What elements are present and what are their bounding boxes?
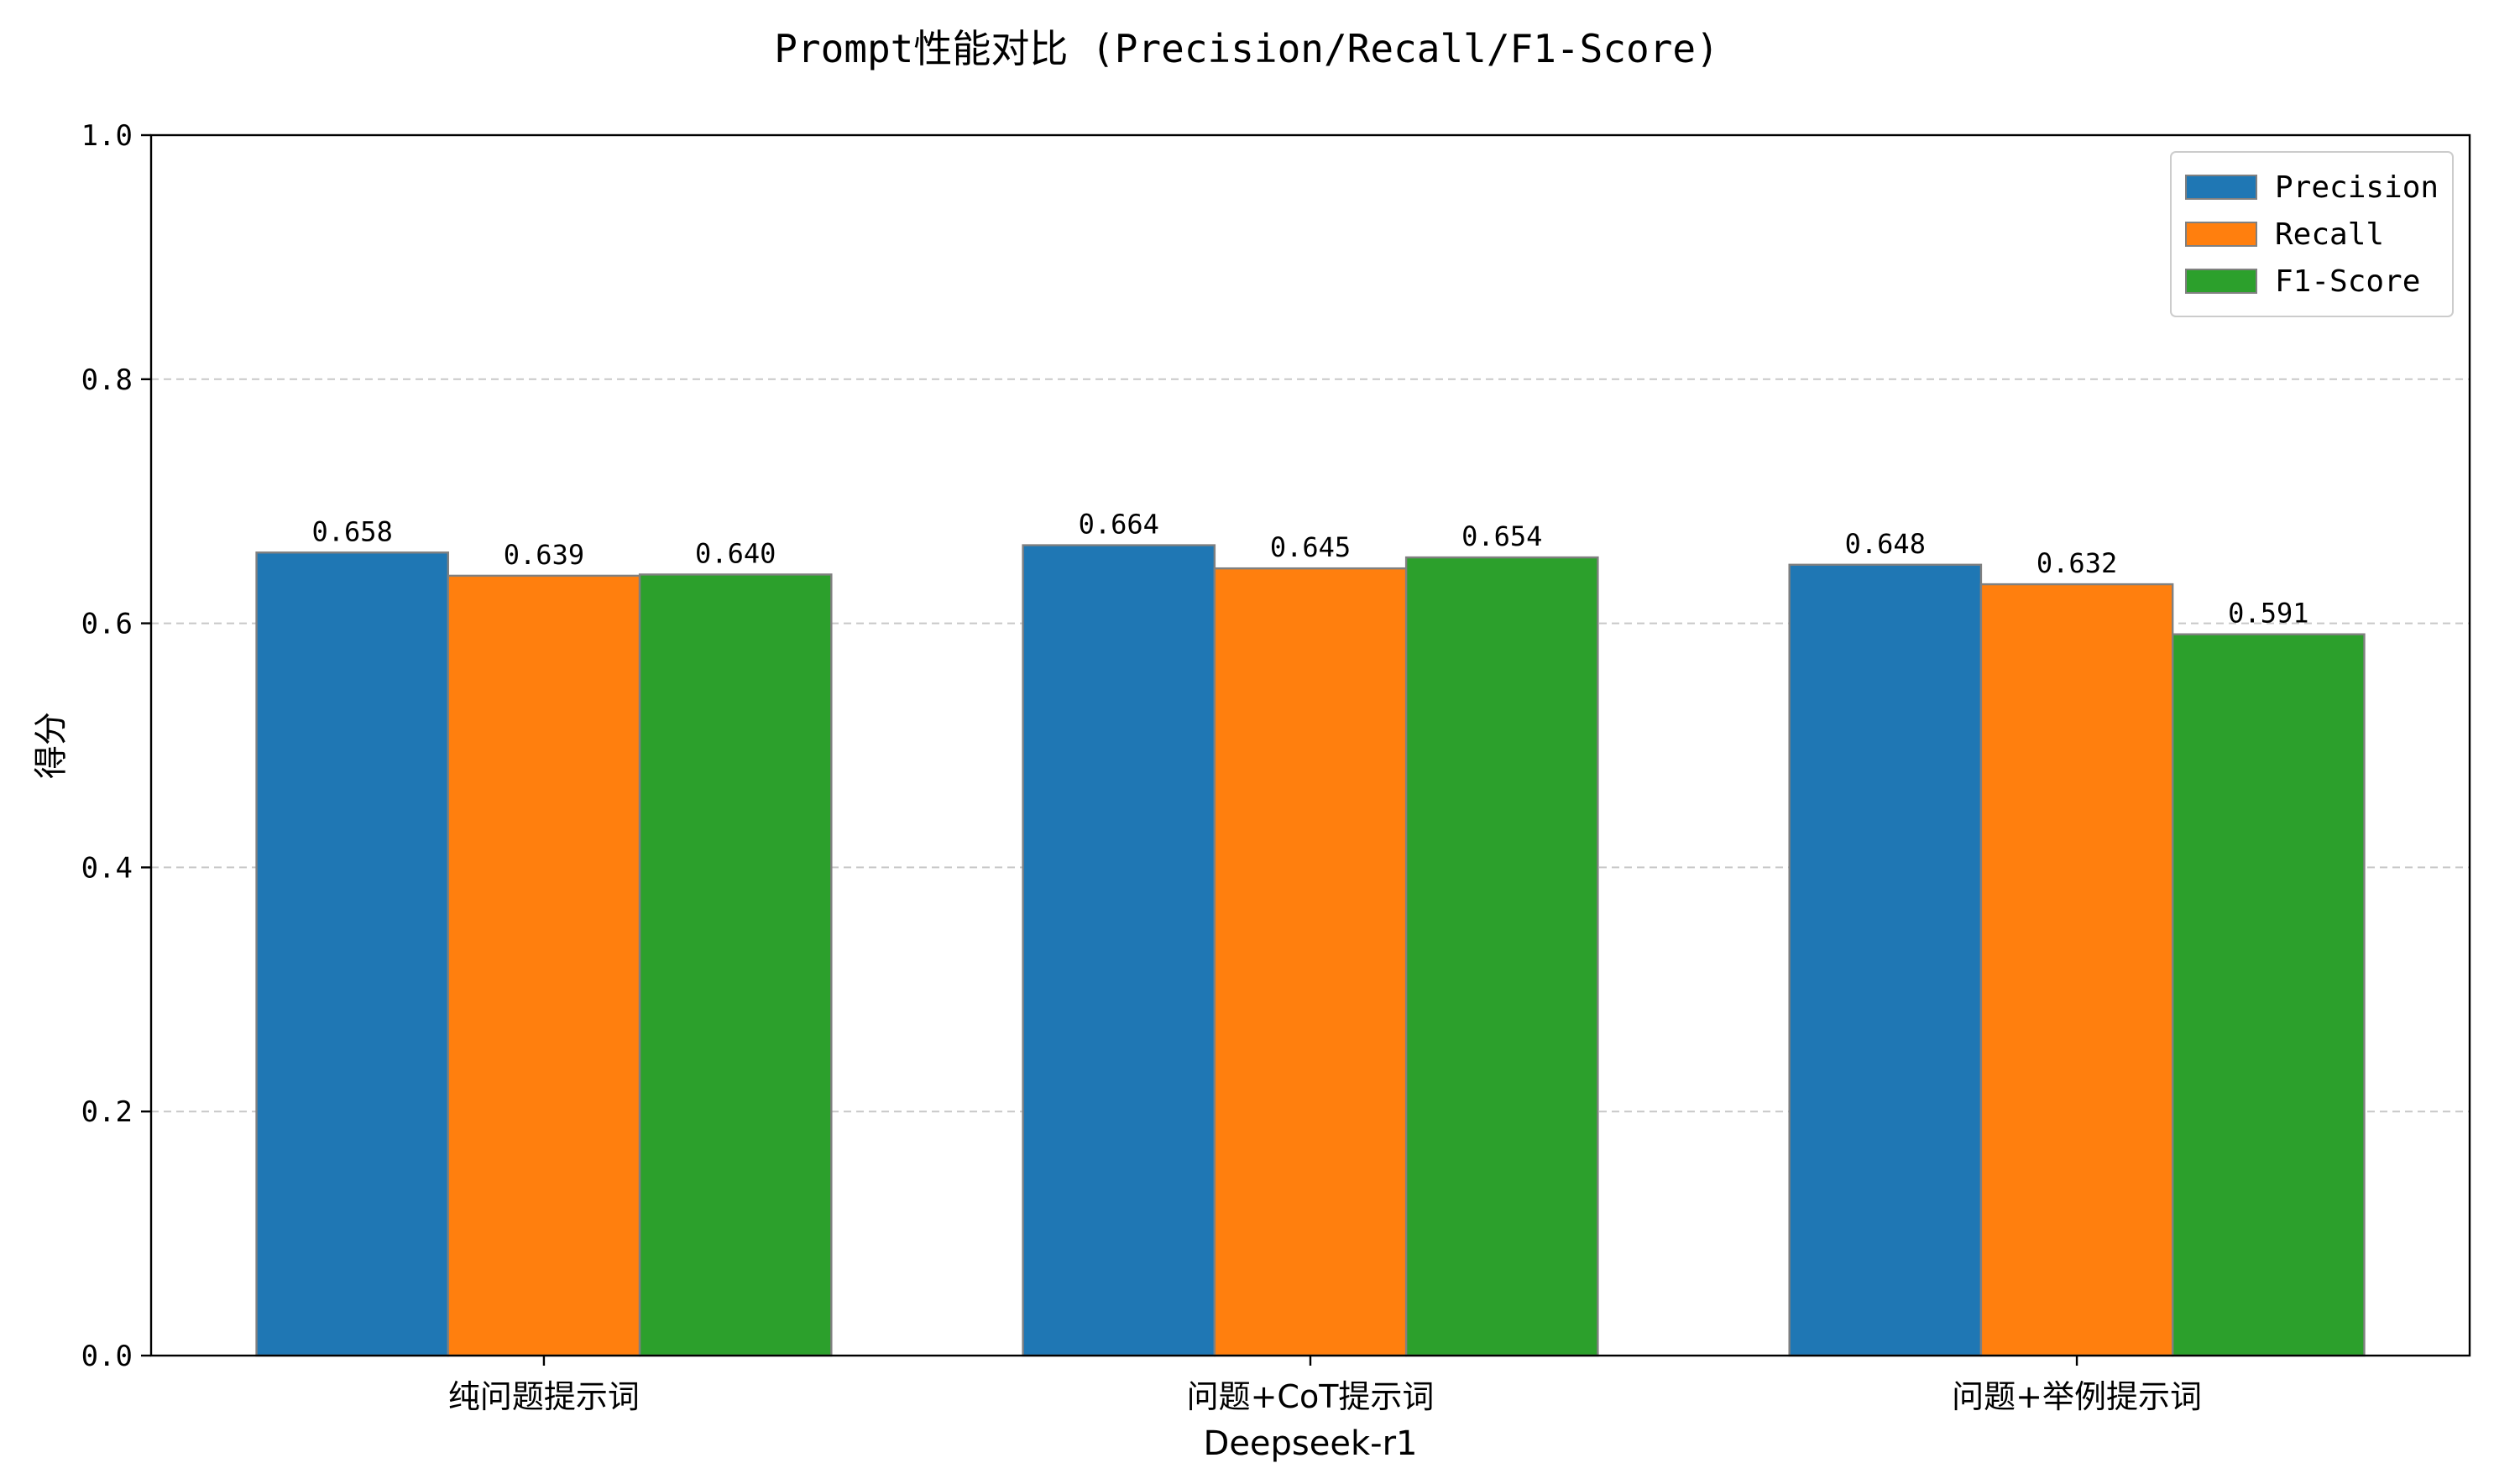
value-labels-layer: 0.658 0.639 0.640 0.664 0.645 0.654 0.648 0.632… bbox=[312, 509, 2309, 630]
y-axis-title: 得分 bbox=[32, 712, 71, 779]
value-label: 0.632 bbox=[2037, 547, 2117, 579]
legend-label: F1-Score bbox=[2275, 264, 2420, 299]
y-tick-label: 0.4 bbox=[81, 851, 133, 885]
x-axis-title: Deepseek-r1 bbox=[1204, 1424, 1418, 1463]
bars-layer bbox=[255, 544, 2366, 1357]
legend-swatch bbox=[2185, 222, 2257, 247]
bar-f1-score-0 bbox=[638, 573, 833, 1357]
legend-label: Recall bbox=[2275, 217, 2384, 252]
x-axis: 纯问题提示词 问题+CoT提示词 问题+举例提示词 bbox=[448, 1356, 2202, 1415]
value-label: 0.658 bbox=[312, 515, 393, 547]
value-label: 0.648 bbox=[1845, 528, 1926, 560]
y-axis: 0.0 0.2 0.4 0.6 0.8 1.0 bbox=[81, 119, 151, 1373]
y-tick-label: 0.0 bbox=[81, 1340, 133, 1373]
value-label: 0.591 bbox=[2228, 598, 2308, 630]
bar-f1-score-1 bbox=[1404, 556, 1599, 1357]
y-tick-label: 0.6 bbox=[81, 608, 133, 641]
legend: Precision Recall F1-Score bbox=[2170, 151, 2454, 317]
value-label: 0.664 bbox=[1079, 509, 1159, 541]
y-tick-label: 0.8 bbox=[81, 363, 133, 397]
y-tick-label: 0.2 bbox=[81, 1095, 133, 1129]
x-tick-label: 问题+CoT提示词 bbox=[1187, 1378, 1435, 1415]
bar-precision-2 bbox=[1788, 563, 1983, 1357]
y-tick-label: 1.0 bbox=[81, 119, 133, 153]
bar-recall-0 bbox=[447, 574, 641, 1357]
x-tick-label: 纯问题提示词 bbox=[448, 1378, 640, 1415]
bar-precision-0 bbox=[255, 551, 450, 1357]
legend-swatch bbox=[2185, 269, 2257, 294]
chart-title: Prompt性能对比 (Precision/Recall/F1-Score) bbox=[774, 26, 1719, 71]
x-tick-label: 问题+举例提示词 bbox=[1952, 1378, 2202, 1415]
value-label: 0.639 bbox=[504, 539, 584, 571]
value-label: 0.654 bbox=[1461, 520, 1542, 552]
value-label: 0.640 bbox=[695, 537, 776, 569]
bar-recall-2 bbox=[1979, 583, 2174, 1357]
legend-label: Precision bbox=[2275, 170, 2439, 205]
bar-precision-1 bbox=[1022, 544, 1216, 1357]
bar-f1-score-2 bbox=[2171, 633, 2366, 1357]
bar-recall-1 bbox=[1213, 567, 1408, 1357]
legend-swatch bbox=[2185, 175, 2257, 200]
value-label: 0.645 bbox=[1270, 531, 1351, 563]
